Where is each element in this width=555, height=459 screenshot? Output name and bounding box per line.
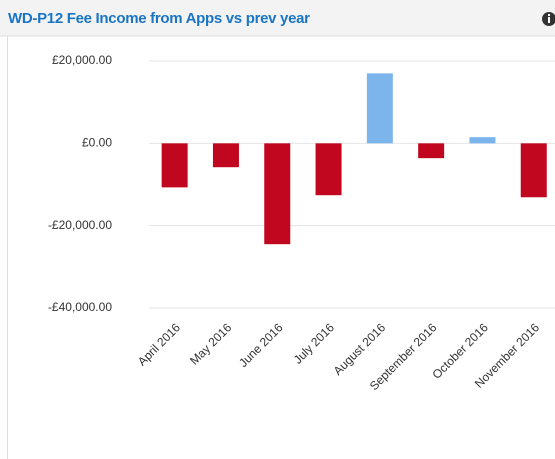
bar: [366, 73, 393, 144]
info-icon[interactable]: [542, 12, 555, 26]
bar: [520, 143, 547, 198]
header-bar: [0, 0, 555, 36]
bar: [264, 143, 291, 245]
chart-title: WD-P12 Fee Income from Apps vs prev year: [8, 10, 310, 27]
info-glyph-dot: [548, 14, 550, 16]
bar: [161, 143, 188, 188]
y-tick-label: £0.00: [82, 136, 112, 150]
y-tick-label: £20,000.00: [52, 53, 112, 67]
bar: [418, 143, 445, 159]
y-tick-label: -£20,000.00: [48, 218, 112, 232]
bar: [469, 137, 496, 144]
bar: [315, 143, 342, 196]
y-tick-label: -£40,000.00: [48, 300, 112, 314]
info-glyph: [548, 17, 550, 23]
bar: [212, 143, 239, 168]
